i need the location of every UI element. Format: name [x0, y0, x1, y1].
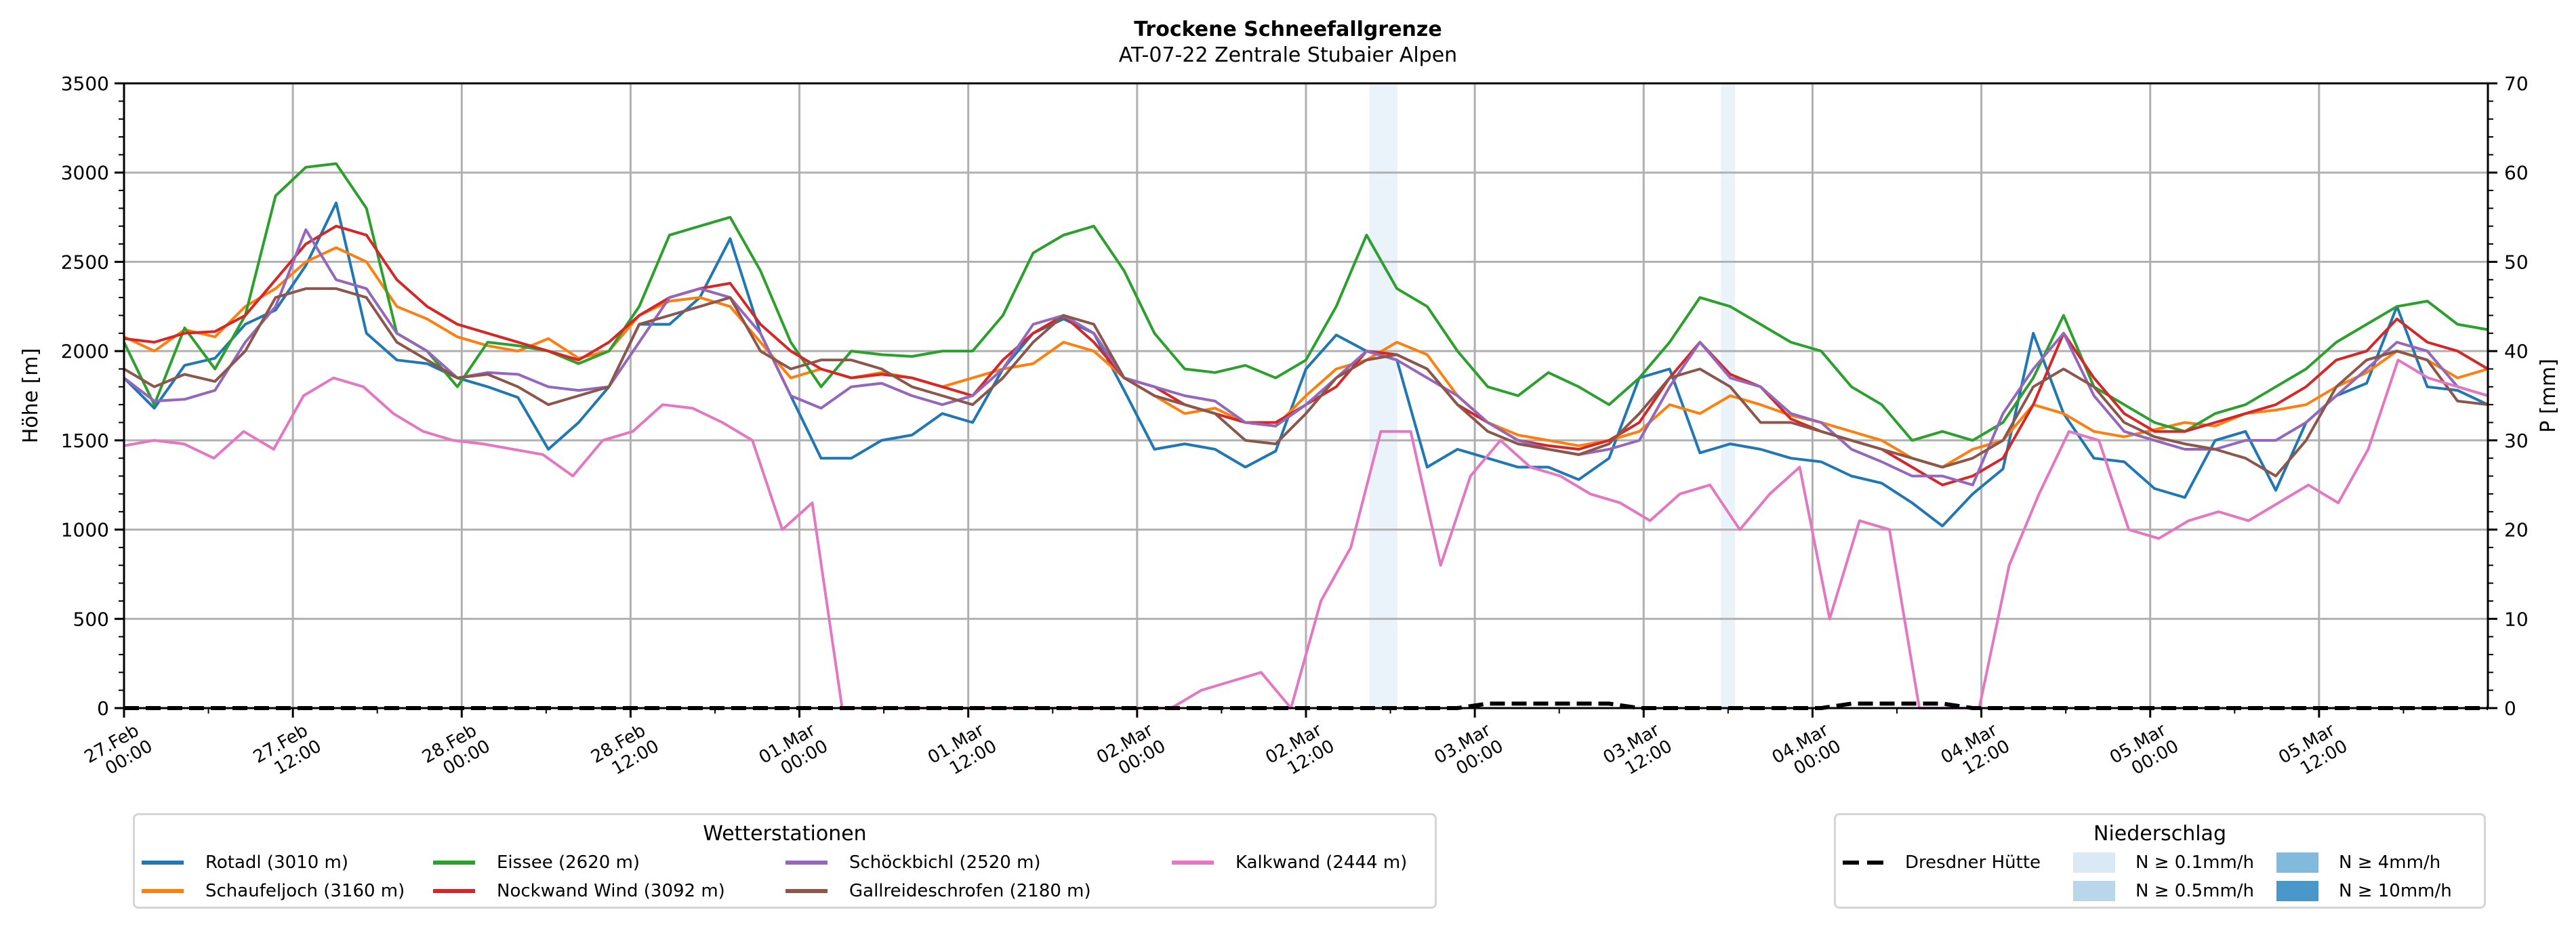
legend-item: Schöckbichl (2520 m) — [785, 852, 1041, 873]
legend-label: Schaufeljoch (3160 m) — [205, 881, 405, 901]
legend-item: N ≥ 10mm/h — [2276, 881, 2452, 901]
legend-label: Kalkwand (2444 m) — [1235, 852, 1408, 873]
legend-label: N ≥ 10mm/h — [2339, 881, 2452, 901]
legend-item: Dresdner Hütte — [1843, 852, 2041, 873]
chart-title: Trockene Schneefallgrenze — [1134, 18, 1442, 41]
legend-precipitation: Niederschlag Dresdner Hütte N ≥ 0.1mm/h N … — [1834, 813, 2486, 909]
series-line-6 — [123, 358, 2489, 709]
series-line-5 — [123, 287, 2489, 478]
legend-label: Gallreideschrofen (2180 m) — [849, 881, 1091, 901]
y2-tick-label: 20 — [2504, 519, 2529, 541]
legend-stations: Wetterstationen Rotadl (3010 m) Schaufelj… — [133, 813, 1437, 909]
y2-tick-label: 50 — [2504, 251, 2529, 273]
legend-item: Kalkwand (2444 m) — [1172, 852, 1407, 873]
legend-item: N ≥ 0.1mm/h — [2073, 852, 2254, 873]
legend-label: Eissee (2620 m) — [497, 852, 640, 873]
legend-item: N ≥ 0.5mm/h — [2073, 881, 2254, 901]
series-line-4 — [123, 228, 2489, 487]
legend-swatch — [2276, 881, 2318, 901]
legend-item: Gallreideschrofen (2180 m) — [785, 881, 1091, 901]
chart-subtitle: AT-07-22 Zentrale Stubaier Alpen — [1118, 43, 1458, 67]
legend-swatch — [433, 861, 475, 865]
y2-tick-label: 0 — [2504, 697, 2516, 720]
legend-swatch — [2276, 852, 2318, 873]
legend-label: Nockwand Wind (3092 m) — [497, 881, 725, 901]
y2-tick-label: 40 — [2504, 340, 2529, 363]
legend-swatch — [142, 889, 184, 893]
y-tick-label: 3500 — [61, 73, 109, 95]
y2-tick-label: 10 — [2504, 608, 2529, 630]
y2-tick-label: 70 — [2504, 73, 2529, 95]
legend-item: N ≥ 4mm/h — [2276, 852, 2440, 873]
y2-axis-label: P [mm] — [2537, 358, 2560, 432]
legend-item: Nockwand Wind (3092 m) — [433, 881, 725, 901]
legend-swatch — [1172, 861, 1214, 865]
legend-stations-title: Wetterstationen — [703, 822, 867, 846]
y-tick-label: 500 — [73, 608, 109, 630]
legend-label: N ≥ 0.5mm/h — [2135, 881, 2255, 901]
legend-label: Rotadl (3010 m) — [205, 852, 348, 873]
y-tick-label: 1500 — [61, 430, 109, 452]
legend-swatch — [1843, 861, 1883, 865]
legend-item: Schaufeljoch (3160 m) — [142, 881, 405, 901]
series-line-0 — [123, 201, 2489, 528]
y-tick-label: 3000 — [61, 162, 109, 184]
legend-swatch — [785, 889, 827, 893]
y-tick-label: 1000 — [61, 519, 109, 541]
legend-swatch — [2073, 852, 2115, 873]
y-tick-label: 0 — [97, 697, 109, 720]
series-line-1 — [123, 246, 2489, 469]
precip-band — [1369, 83, 1397, 708]
legend-label: N ≥ 0.1mm/h — [2135, 852, 2255, 873]
legend-swatch — [142, 861, 184, 865]
legend-precipitation-title: Niederschlag — [2093, 822, 2226, 846]
y2-tick-label: 30 — [2504, 430, 2529, 452]
legend-item: Rotadl (3010 m) — [142, 852, 348, 873]
legend-swatch — [433, 889, 475, 893]
chart-area: 0 500 1000 1500 2000 2500 3000 3500 0 10 20 30 40 50 6… — [19, 73, 2560, 779]
legend-label: Dresdner Hütte — [1905, 852, 2041, 873]
legend-swatch — [2073, 881, 2115, 901]
legend-swatch — [785, 861, 827, 865]
y-tick-label: 2500 — [61, 251, 109, 273]
legend-label: Schöckbichl (2520 m) — [849, 852, 1041, 873]
y-axis-label: Höhe [m] — [19, 348, 43, 444]
legend-item: Eissee (2620 m) — [433, 852, 640, 873]
y2-tick-label: 60 — [2504, 162, 2529, 184]
legend-label: N ≥ 4mm/h — [2339, 852, 2441, 873]
y-tick-label: 2000 — [61, 340, 109, 363]
